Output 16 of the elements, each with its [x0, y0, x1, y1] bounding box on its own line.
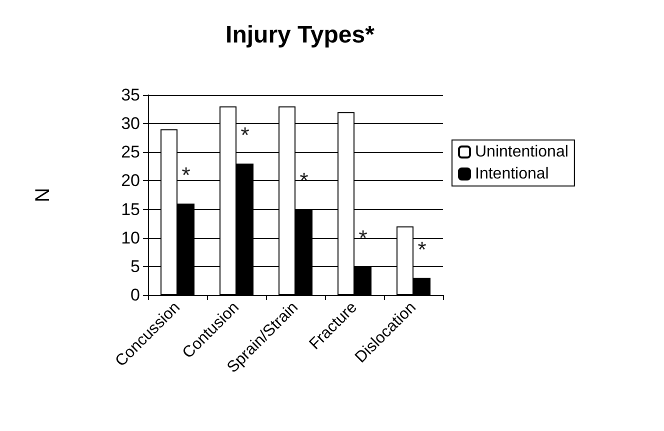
legend-label: Unintentional	[475, 144, 568, 160]
legend-label: Intentional	[475, 166, 549, 182]
annotation: *	[358, 225, 368, 250]
y-tick-label: 15	[121, 200, 140, 219]
chart-title: Injury Types*	[226, 22, 376, 48]
y-tick-label: 35	[121, 86, 140, 104]
y-tick-label: 0	[130, 286, 140, 304]
y-tick-label: 30	[121, 114, 140, 134]
y-tick-label: 10	[121, 228, 140, 248]
annotation: *	[418, 236, 427, 262]
annotation: *	[182, 162, 191, 188]
annotation: *	[240, 122, 250, 148]
y-tick-label: 25	[121, 142, 140, 162]
y-axis-title: N	[32, 188, 54, 202]
y-tick-label: 5	[130, 256, 140, 276]
y-tick-label: 20	[121, 171, 140, 190]
